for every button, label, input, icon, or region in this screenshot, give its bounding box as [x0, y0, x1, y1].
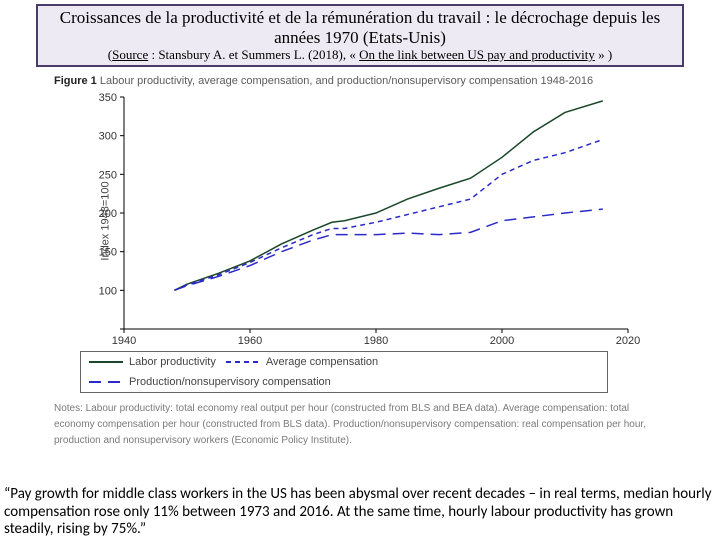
slide-title: Croissances de la productivité et de la … — [44, 8, 676, 47]
legend-swatch — [89, 357, 123, 367]
svg-text:2000: 2000 — [490, 335, 514, 347]
source-close: » ) — [595, 47, 612, 62]
y-axis-label: Index 1948=100 — [100, 181, 112, 260]
svg-text:1980: 1980 — [364, 335, 388, 347]
legend-item: Labor productivity — [89, 356, 216, 368]
svg-text:1960: 1960 — [238, 335, 262, 347]
quote-text: “Pay growth for middle class workers in … — [4, 486, 716, 538]
figure-title: Figure 1 Labour productivity, average co… — [54, 75, 666, 87]
legend-item: Production/nonsupervisory compensation — [89, 376, 331, 388]
source-mid: : Stansbury A. et Summers L. (2018), « — [148, 47, 359, 62]
chart: Index 1948=100 1001502002503003501940196… — [80, 91, 640, 351]
svg-text:2020: 2020 — [616, 335, 640, 347]
figure-area: Figure 1 Labour productivity, average co… — [54, 75, 666, 449]
svg-text:300: 300 — [99, 131, 117, 143]
slide-root: Croissances de la productivité et de la … — [0, 4, 720, 544]
source-link[interactable]: On the link between US pay and productiv… — [359, 47, 595, 62]
figure-title-bold: Figure 1 — [54, 75, 97, 87]
figure-notes: Notes: Labour productivity: total econom… — [54, 401, 666, 449]
legend-label: Labor productivity — [129, 356, 216, 368]
svg-text:350: 350 — [99, 92, 117, 104]
legend-swatch — [226, 357, 260, 367]
figure-title-rest: Labour productivity, average compensatio… — [97, 75, 593, 87]
svg-text:100: 100 — [99, 285, 117, 297]
header-box: Croissances de la productivité et de la … — [36, 4, 684, 67]
svg-text:1940: 1940 — [112, 335, 136, 347]
legend: Labor productivity Average compensation Pr… — [80, 351, 608, 393]
source-label: Source — [112, 47, 148, 62]
svg-text:250: 250 — [99, 169, 117, 181]
legend-item: Average compensation — [226, 356, 378, 368]
legend-swatch — [89, 377, 123, 387]
legend-label: Average compensation — [266, 356, 378, 368]
chart-svg: 10015020025030035019401960198020002020 — [80, 91, 640, 351]
legend-label: Production/nonsupervisory compensation — [129, 376, 331, 388]
slide-source: (Source : Stansbury A. et Summers L. (20… — [44, 47, 676, 63]
